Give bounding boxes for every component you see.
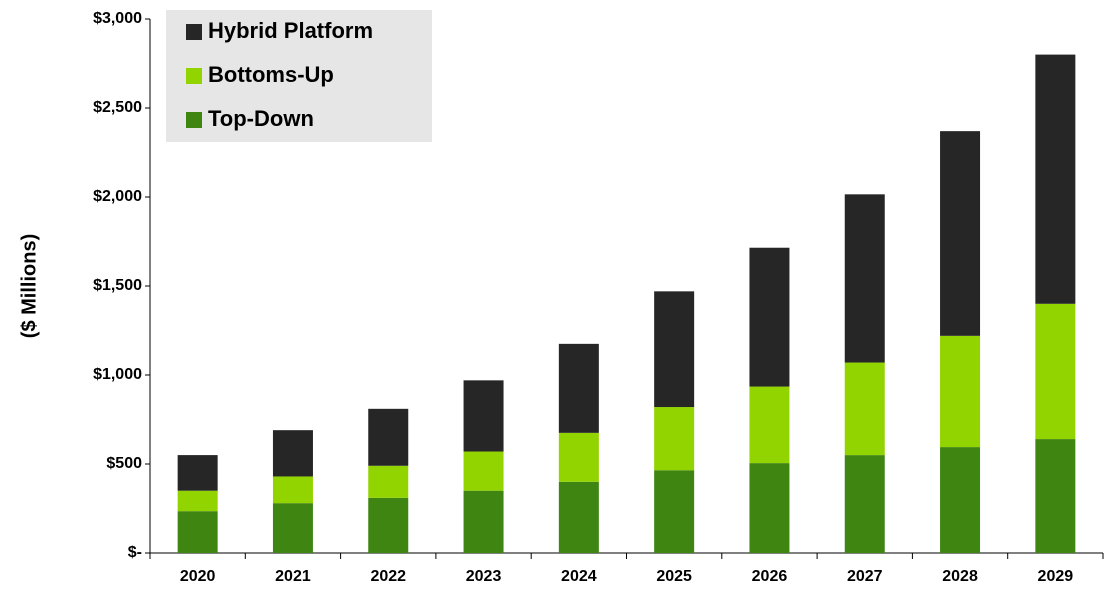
- y-tick-label: $1,000: [93, 366, 142, 383]
- x-tick-label: 2023: [466, 568, 502, 585]
- bar-segment: [654, 407, 695, 471]
- bar-segment: [654, 291, 695, 408]
- legend-label: Top-Down: [208, 106, 314, 131]
- x-tick-label: 2029: [1038, 568, 1074, 585]
- x-tick-label: 2024: [561, 568, 597, 585]
- bar-segment: [749, 247, 790, 387]
- y-axis-label: ($ Millions): [18, 234, 40, 338]
- y-tick-label: $500: [106, 455, 142, 472]
- bar-segment: [177, 455, 218, 491]
- x-tick-label: 2020: [180, 568, 216, 585]
- legend-label: Bottoms-Up: [208, 62, 334, 87]
- legend-swatch: [186, 68, 202, 84]
- bar-segment: [463, 380, 504, 452]
- bar-segment: [463, 490, 504, 553]
- bar-segment: [1035, 303, 1076, 440]
- x-tick-label: 2027: [847, 568, 883, 585]
- bar-segment: [940, 447, 981, 553]
- y-tick-label: $2,500: [93, 99, 142, 116]
- bar-segment: [749, 463, 790, 553]
- bar-segment: [844, 362, 885, 456]
- x-tick-label: 2025: [656, 568, 692, 585]
- y-tick-label: $1,500: [93, 277, 142, 294]
- bar-segment: [558, 432, 599, 482]
- bar-segment: [654, 470, 695, 553]
- bar-segment: [844, 194, 885, 363]
- x-tick-label: 2026: [752, 568, 788, 585]
- bar-segment: [463, 451, 504, 491]
- bar-segment: [177, 511, 218, 553]
- bar-segment: [368, 497, 409, 553]
- bar-segment: [1035, 54, 1076, 304]
- y-tick-label: $2,000: [93, 188, 142, 205]
- bar-segment: [272, 503, 313, 553]
- y-tick-label: $-: [128, 544, 142, 561]
- x-tick-label: 2028: [942, 568, 978, 585]
- bar-segment: [272, 430, 313, 477]
- bar-segment: [558, 481, 599, 553]
- legend-swatch: [186, 112, 202, 128]
- y-tick-label: $3,000: [93, 10, 142, 27]
- bar-segment: [940, 335, 981, 448]
- bar-segment: [177, 490, 218, 512]
- legend-swatch: [186, 24, 202, 40]
- bar-segment: [1035, 439, 1076, 553]
- bar-segment: [368, 465, 409, 498]
- bar-segment: [940, 131, 981, 336]
- legend-box: [166, 10, 432, 142]
- bar-segment: [558, 343, 599, 433]
- x-tick-label: 2021: [275, 568, 311, 585]
- legend-label: Hybrid Platform: [208, 18, 373, 43]
- bar-segment: [368, 408, 409, 466]
- bar-segment: [272, 476, 313, 504]
- x-tick-label: 2022: [370, 568, 406, 585]
- bar-segment: [749, 386, 790, 464]
- bar-segment: [844, 455, 885, 553]
